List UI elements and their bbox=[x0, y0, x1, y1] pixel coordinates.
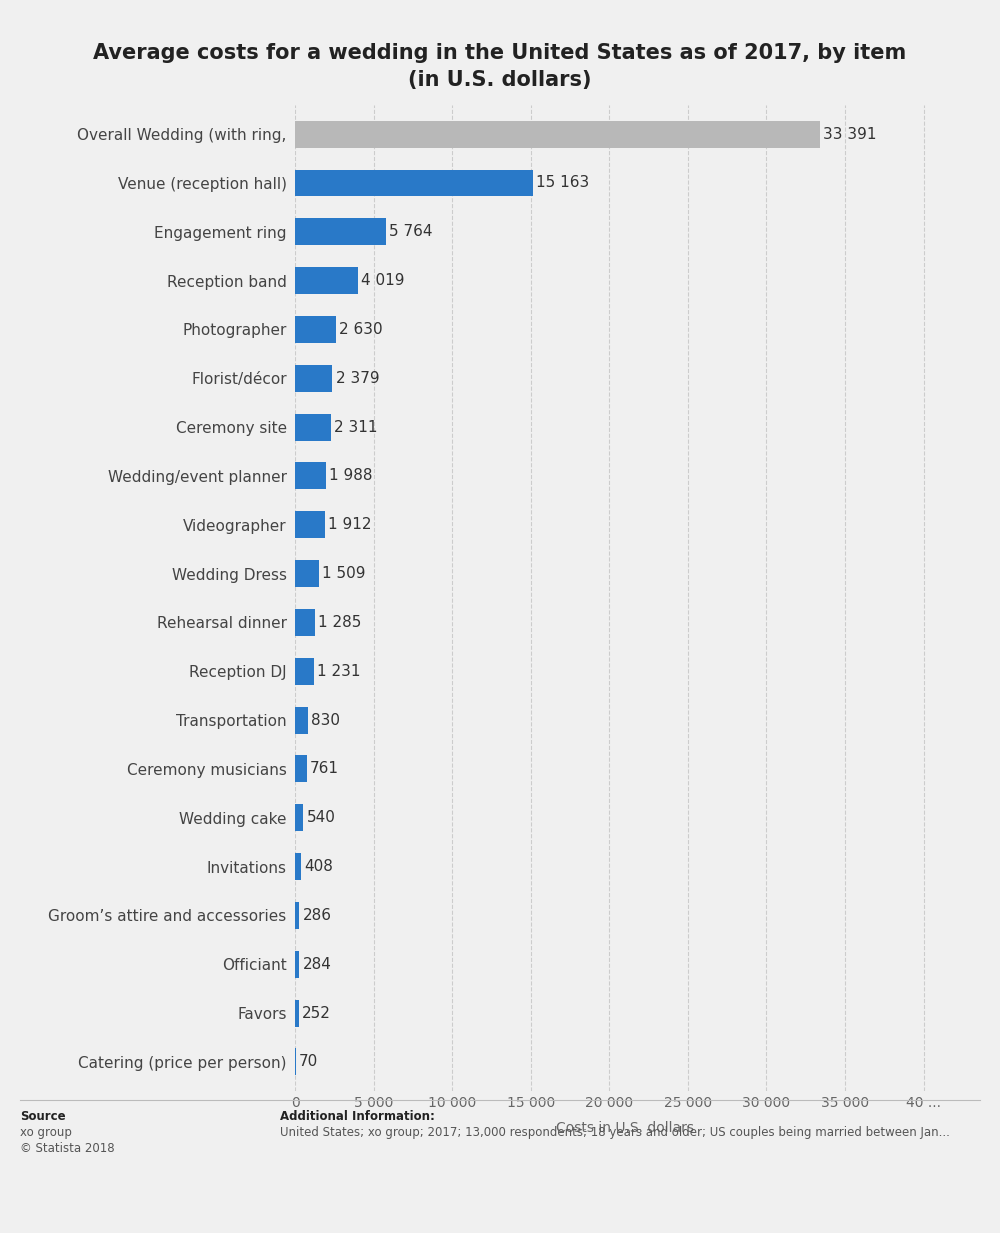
Bar bbox=[295, 316, 336, 343]
Bar bbox=[295, 609, 315, 636]
Bar bbox=[295, 413, 331, 440]
Text: 1 231: 1 231 bbox=[317, 663, 361, 678]
Text: 1 912: 1 912 bbox=[328, 518, 372, 533]
Text: 408: 408 bbox=[305, 859, 333, 874]
Bar bbox=[295, 853, 301, 880]
Text: 4 019: 4 019 bbox=[361, 272, 405, 289]
Bar bbox=[295, 268, 358, 293]
Text: 15 163: 15 163 bbox=[536, 175, 590, 190]
Text: © Statista 2018: © Statista 2018 bbox=[20, 1142, 115, 1155]
Text: 761: 761 bbox=[310, 762, 339, 777]
Text: 284: 284 bbox=[303, 957, 331, 972]
Bar bbox=[295, 658, 314, 684]
Bar bbox=[295, 560, 319, 587]
Text: 252: 252 bbox=[302, 1006, 331, 1021]
Text: 830: 830 bbox=[311, 713, 340, 727]
Bar bbox=[295, 169, 533, 196]
Text: 33 391: 33 391 bbox=[823, 127, 876, 142]
Bar bbox=[295, 512, 325, 538]
Text: Average costs for a wedding in the United States as of 2017, by item
(in U.S. do: Average costs for a wedding in the Unite… bbox=[93, 43, 907, 90]
Text: xo group: xo group bbox=[20, 1126, 72, 1139]
Bar bbox=[295, 1000, 299, 1027]
Bar bbox=[295, 804, 303, 831]
Bar bbox=[295, 707, 308, 734]
Bar bbox=[295, 903, 299, 928]
Text: 1 509: 1 509 bbox=[322, 566, 365, 581]
Text: 2 630: 2 630 bbox=[339, 322, 383, 337]
Text: 1 285: 1 285 bbox=[318, 615, 362, 630]
Bar bbox=[295, 121, 820, 148]
Text: 2 379: 2 379 bbox=[336, 371, 379, 386]
Text: 70: 70 bbox=[299, 1054, 318, 1069]
Bar bbox=[295, 951, 299, 978]
Text: 540: 540 bbox=[307, 810, 336, 825]
Text: 1 988: 1 988 bbox=[329, 469, 373, 483]
Text: Additional Information:: Additional Information: bbox=[280, 1110, 435, 1123]
Text: United States; xo group; 2017; 13,000 respondents; 18 years and older; US couple: United States; xo group; 2017; 13,000 re… bbox=[280, 1126, 950, 1139]
Text: 2 311: 2 311 bbox=[334, 419, 378, 434]
Bar bbox=[295, 462, 326, 490]
Text: 5 764: 5 764 bbox=[389, 224, 432, 239]
Bar bbox=[295, 1048, 296, 1075]
Bar bbox=[295, 218, 386, 245]
Bar bbox=[295, 756, 307, 783]
Text: Source: Source bbox=[20, 1110, 66, 1123]
Text: 286: 286 bbox=[303, 907, 332, 924]
X-axis label: Costs in U.S. dollars: Costs in U.S. dollars bbox=[556, 1121, 694, 1136]
Bar bbox=[295, 365, 332, 392]
